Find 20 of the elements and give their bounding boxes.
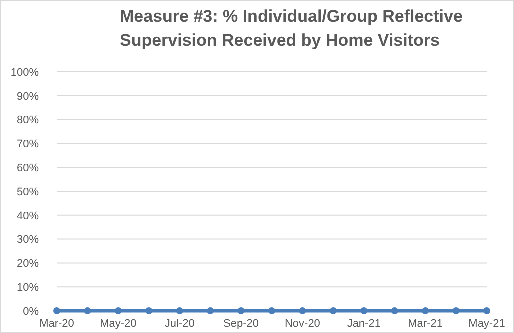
y-tick-label: 100% xyxy=(10,66,40,79)
x-tick-label: May-20 xyxy=(100,318,137,330)
y-tick-label: 80% xyxy=(16,114,40,127)
y-tick-label: 50% xyxy=(16,186,40,198)
y-tick-label: 30% xyxy=(16,234,40,246)
x-tick-label: Jul-20 xyxy=(164,318,195,330)
x-tick-label: Nov-20 xyxy=(284,318,320,330)
y-tick-label: 20% xyxy=(16,258,40,270)
y-tick-label: 40% xyxy=(16,210,40,222)
x-tick-label: Jan-21 xyxy=(347,318,381,330)
y-tick-label: 70% xyxy=(16,138,40,151)
x-tick-label: Mar-20 xyxy=(40,318,74,330)
y-tick-label: 90% xyxy=(16,90,40,103)
x-tick-label: Mar-21 xyxy=(408,318,443,330)
y-tick-label: 10% xyxy=(16,282,40,294)
x-tick-label: May-21 xyxy=(468,318,506,330)
y-tick-label: 0% xyxy=(23,306,40,318)
chart-title: Measure #3: % Individual/Group Reflective Supervision Received by Home Visitors xyxy=(120,7,463,50)
x-tick-label: Sep-20 xyxy=(224,318,260,330)
y-tick-label: 60% xyxy=(16,162,40,174)
